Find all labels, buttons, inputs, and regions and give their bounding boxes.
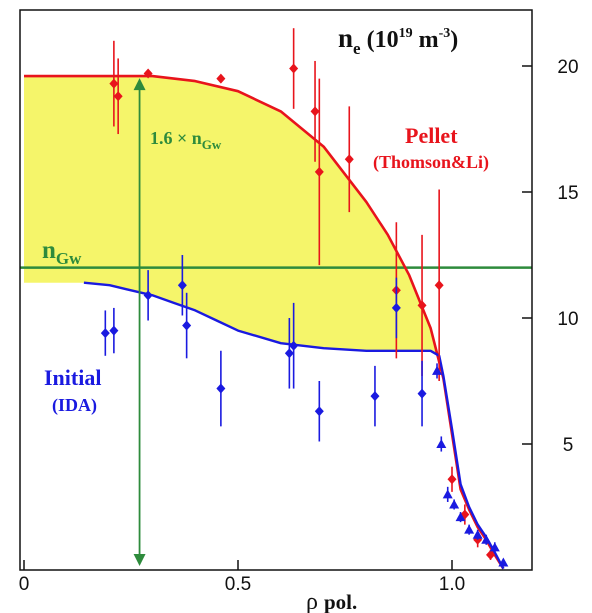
pellet-point-7: [344, 106, 354, 213]
initial-point-6: [284, 318, 294, 389]
edge-marker-6: [472, 529, 483, 539]
y-axis-label: ne (1019 m-3): [338, 23, 458, 58]
edge-point-7: [481, 534, 492, 545]
pellet-marker-11: [447, 474, 457, 485]
edge-point-5: [464, 524, 475, 535]
x-tick-label-0: 0: [19, 574, 30, 595]
fit-curves: [24, 74, 505, 570]
initial-label: Initial: [44, 365, 101, 390]
pellet-marker-5: [310, 106, 320, 117]
pellet-point-4: [289, 28, 299, 109]
factor-arrow-group: [133, 78, 146, 566]
y-tick-label-0: 5: [563, 435, 574, 456]
initial-point-5: [216, 350, 226, 427]
edge-marker-2: [442, 489, 453, 499]
edge-point-1: [436, 436, 447, 452]
pellet-point-6: [314, 78, 324, 266]
axes: 0 0.5 1.0 5 10 15 20: [19, 9, 579, 595]
initial-point-3: [177, 255, 187, 316]
x-tick-label-2: 1.0: [439, 574, 465, 595]
initial-marker-8: [314, 406, 324, 417]
factor-label: 1.6 × nGw: [150, 128, 222, 152]
edge-marker-0: [432, 365, 443, 375]
initial-marker-7: [289, 340, 299, 351]
initial-marker-4: [182, 320, 192, 331]
initial-marker-1: [109, 325, 119, 336]
x-tick-label-1: 0.5: [225, 574, 251, 595]
edge-point-0: [432, 363, 443, 379]
y-tick-label-1: 10: [557, 309, 578, 330]
initial-point-8: [314, 381, 324, 442]
greenwald-label: nGw: [42, 237, 82, 268]
edge-marker-7: [481, 534, 492, 544]
edge-marker-9: [498, 557, 509, 567]
pellet-marker-9: [417, 300, 427, 311]
y-tick-label-3: 20: [557, 57, 578, 78]
pellet-increase-fill: [24, 76, 437, 355]
pellet-marker-10: [434, 280, 444, 291]
initial-marker-0: [100, 328, 110, 339]
plot-frame: [19, 9, 533, 571]
initial-marker-3: [177, 280, 187, 291]
pellet-point-0: [109, 40, 119, 127]
pellet-marker-3: [216, 73, 226, 84]
initial-marker-2: [143, 290, 153, 301]
initial-point-11: [417, 360, 427, 427]
x-axis-label: ρ pol.: [306, 589, 357, 613]
initial-point-7: [289, 302, 299, 389]
factor-arrow-head-bottom: [133, 554, 146, 566]
pellet-point-10: [434, 189, 444, 381]
increase-area: [24, 76, 437, 355]
pellet-sublabel: (Thomson&Li): [373, 152, 489, 173]
edge-point-6: [472, 529, 483, 540]
pellet-point-14: [486, 549, 496, 560]
pellet-marker-6: [314, 166, 324, 177]
edge-marker-1: [436, 439, 447, 448]
edge-point-4: [455, 512, 466, 523]
pellet-point-2: [143, 68, 153, 79]
edge-marker-4: [455, 512, 466, 522]
edge-point-8: [489, 542, 500, 553]
edge-marker-3: [449, 499, 460, 509]
initial-point-1: [109, 307, 119, 354]
pellet-marker-2: [143, 68, 153, 79]
pellet-marker-1: [113, 91, 123, 102]
pellet-marker-14: [486, 549, 496, 560]
pellet-marker-4: [289, 63, 299, 74]
pellet-point-11: [447, 466, 457, 492]
initial-fit-line: [83, 281, 505, 570]
initial-marker-5: [216, 383, 226, 394]
initial-marker-10: [391, 302, 401, 313]
pellet-marker-7: [344, 154, 354, 165]
edge-point-3: [449, 499, 460, 510]
pellet-point-5: [310, 60, 320, 162]
initial-point-0: [100, 310, 110, 356]
y-tick-label-2: 15: [557, 183, 578, 204]
edge-point-9: [498, 557, 509, 567]
initial-point-4: [182, 292, 192, 359]
initial-sublabel: (IDA): [52, 395, 97, 416]
initial-marker-11: [417, 388, 427, 399]
initial-marker-6: [284, 348, 294, 359]
initial-point-2: [143, 270, 153, 321]
pellet-point-3: [216, 73, 226, 84]
initial-point-10: [391, 277, 401, 339]
factor-arrow-head-top: [133, 78, 146, 91]
initial-marker-9: [370, 391, 380, 402]
pellet-fit-line: [24, 74, 505, 570]
pellet-label: Pellet: [405, 123, 458, 148]
initial-point-9: [370, 365, 380, 427]
edge-point-2: [442, 486, 453, 502]
edge-marker-5: [464, 524, 475, 534]
data-points: [100, 28, 509, 567]
pellet-point-9: [417, 234, 427, 376]
edge-marker-8: [489, 542, 500, 552]
pellet-point-1: [113, 58, 123, 135]
pellet-marker-0: [109, 78, 119, 89]
